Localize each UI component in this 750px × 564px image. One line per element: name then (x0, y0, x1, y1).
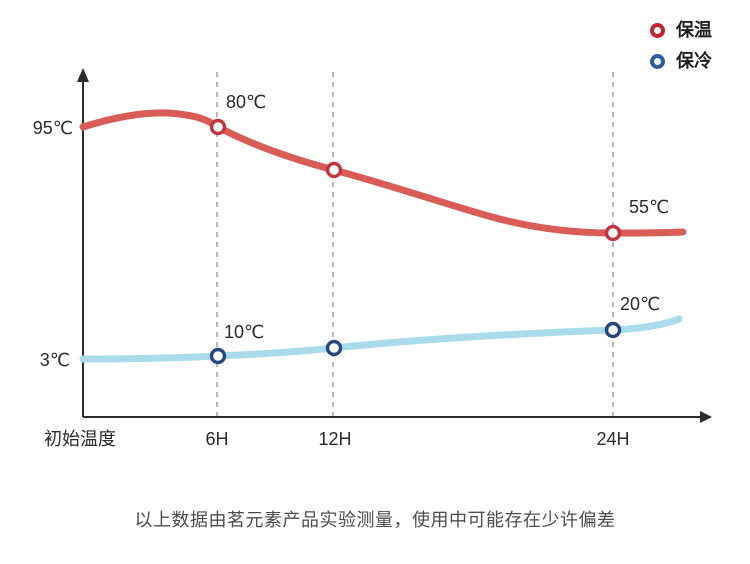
x-label-12h: 12H (318, 429, 351, 449)
y-label-3c: 3℃ (40, 350, 70, 370)
cold-retention-label: 保冷 (676, 51, 712, 71)
point-label-55c: 55℃ (629, 197, 669, 217)
legend-item-heat-retention: 保温 (650, 21, 712, 39)
x-label-initial: 初始温度 (44, 429, 116, 449)
legend: 保温 保冷 (650, 21, 712, 70)
y-axis-arrow-icon (77, 68, 89, 82)
series-line-heat (79, 109, 687, 237)
point-label-80c: 80℃ (226, 92, 266, 112)
data-point-marker (325, 161, 343, 179)
point-label-10c: 10℃ (224, 322, 264, 342)
x-axis-arrow-icon (700, 411, 712, 423)
series-line-cold (79, 315, 683, 363)
x-label-6h: 6H (205, 429, 228, 449)
disclaimer-caption: 以上数据由茗元素产品实验测量，使用中可能存在少许偏差 (134, 510, 616, 530)
data-point-marker (604, 224, 622, 242)
cold-retention-ring-icon (650, 53, 665, 69)
point-label-20c: 20℃ (620, 294, 660, 314)
data-point-marker (325, 339, 343, 357)
x-label-24h: 24H (596, 429, 629, 449)
data-point-marker (604, 321, 622, 339)
data-point-marker (209, 347, 227, 365)
chart-canvas: 95℃ 3℃ 80℃ 55℃ 10℃ 20℃ 初始温度 6H 12H 24H (33, 68, 712, 449)
heat-retention-ring-icon (650, 22, 665, 38)
heat-retention-label: 保温 (676, 20, 712, 40)
legend-item-cold-retention: 保冷 (650, 52, 712, 70)
data-point-marker (209, 118, 227, 136)
y-label-95c: 95℃ (33, 118, 73, 138)
